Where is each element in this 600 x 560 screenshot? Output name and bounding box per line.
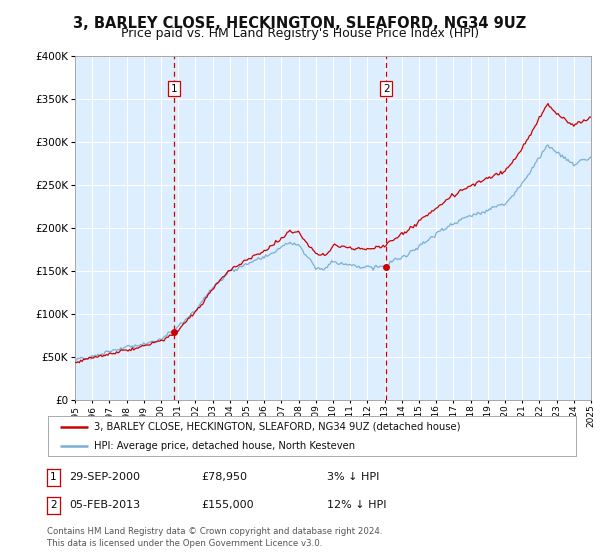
Text: 1: 1 bbox=[50, 472, 57, 482]
Text: Price paid vs. HM Land Registry's House Price Index (HPI): Price paid vs. HM Land Registry's House … bbox=[121, 27, 479, 40]
Text: 1: 1 bbox=[170, 83, 177, 94]
Text: 3, BARLEY CLOSE, HECKINGTON, SLEAFORD, NG34 9UZ: 3, BARLEY CLOSE, HECKINGTON, SLEAFORD, N… bbox=[73, 16, 527, 31]
Text: 3, BARLEY CLOSE, HECKINGTON, SLEAFORD, NG34 9UZ (detached house): 3, BARLEY CLOSE, HECKINGTON, SLEAFORD, N… bbox=[94, 422, 461, 432]
Text: 3% ↓ HPI: 3% ↓ HPI bbox=[327, 472, 379, 482]
Text: Contains HM Land Registry data © Crown copyright and database right 2024.
This d: Contains HM Land Registry data © Crown c… bbox=[47, 527, 382, 548]
Text: 29-SEP-2000: 29-SEP-2000 bbox=[69, 472, 140, 482]
Text: £78,950: £78,950 bbox=[201, 472, 247, 482]
Text: 05-FEB-2013: 05-FEB-2013 bbox=[69, 500, 140, 510]
Text: 2: 2 bbox=[383, 83, 389, 94]
Text: HPI: Average price, detached house, North Kesteven: HPI: Average price, detached house, Nort… bbox=[94, 441, 356, 450]
Text: 12% ↓ HPI: 12% ↓ HPI bbox=[327, 500, 386, 510]
Text: £155,000: £155,000 bbox=[201, 500, 254, 510]
Text: 2: 2 bbox=[50, 500, 57, 510]
